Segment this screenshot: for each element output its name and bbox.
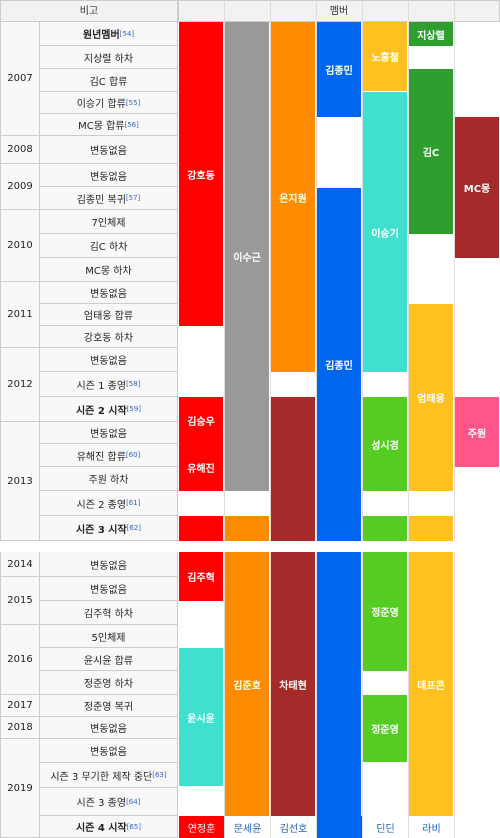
member-bar: 이승기 — [363, 92, 407, 372]
event-cell: 변동없음 — [40, 577, 178, 601]
member-bar: 성시경 — [363, 397, 407, 491]
event-cell: 변동없음 — [40, 348, 178, 372]
event-cell: 시즌 4 시작 [65] — [40, 816, 178, 838]
member-bar — [409, 516, 453, 541]
member-name-link[interactable] — [317, 816, 363, 838]
year-cell: 2017 — [0, 695, 40, 717]
event-cell: 변동없음 — [40, 422, 178, 444]
year-cell: 2014 — [0, 552, 40, 577]
event-cell: 김주혁 하차 — [40, 601, 178, 625]
reference-link[interactable]: [61] — [126, 499, 141, 507]
member-bar — [363, 516, 407, 541]
member-bar: MC몽 — [455, 117, 499, 258]
year-cell: 2012 — [0, 348, 40, 422]
event-cell: 시즌 3 시작 [62] — [40, 516, 178, 541]
member-bar: 김승우 — [179, 397, 223, 444]
event-cell: 변동없음 — [40, 717, 178, 739]
member-bar — [179, 516, 223, 541]
event-cell: 김C 합류 — [40, 69, 178, 92]
event-cell: 변동없음 — [40, 136, 178, 164]
member-bar: 엄태웅 — [409, 304, 453, 491]
header-notes: 비고 — [0, 0, 178, 22]
reference-link[interactable]: [56] — [124, 120, 139, 129]
reference-link[interactable]: [62] — [126, 524, 142, 532]
member-bar — [271, 397, 315, 541]
member-bar: 정준영 — [363, 695, 407, 762]
event-cell: MC몽 하차 — [40, 258, 178, 282]
member-bar: 유해진 — [179, 444, 223, 491]
event-cell: 이승기 합류 [55] — [40, 92, 178, 114]
event-cell: 변동없음 — [40, 739, 178, 763]
member-bar: 강호동 — [179, 22, 223, 326]
event-cell: 김C 하차 — [40, 234, 178, 258]
year-cell: 2019 — [0, 739, 40, 838]
event-cell: MC몽 합류 [56] — [40, 114, 178, 136]
year-cell: 2016 — [0, 625, 40, 695]
event-cell: 정준영 복귀 — [40, 695, 178, 717]
year-cell: 2011 — [0, 282, 40, 348]
header-members: 멤버 — [178, 0, 500, 22]
year-cell: 2007 — [0, 22, 40, 136]
event-cell: 윤시윤 합류 — [40, 648, 178, 671]
event-cell: 변동없음 — [40, 164, 178, 187]
member-bar: 김종민 — [317, 22, 361, 117]
reference-link[interactable]: [58] — [126, 380, 141, 388]
member-name-link[interactable]: 딘딘 — [363, 816, 409, 838]
reference-link[interactable]: [55] — [125, 98, 141, 107]
year-cell: 2018 — [0, 717, 40, 739]
section-gap — [0, 541, 500, 552]
member-name-link[interactable]: 김선호 — [271, 816, 317, 838]
event-cell: 시즌 2 시작 [59] — [40, 397, 178, 422]
member-name-link[interactable]: 연정훈 — [179, 816, 225, 838]
reference-link[interactable]: [65] — [126, 822, 142, 831]
year-cell: 2008 — [0, 136, 40, 164]
member-bar: 주원 — [455, 397, 499, 467]
reference-link[interactable]: [60] — [125, 451, 141, 459]
member-bar: 김C — [409, 69, 453, 234]
event-cell: 시즌 3 종영 [64] — [40, 788, 178, 816]
event-cell: 강호동 하차 — [40, 326, 178, 348]
reference-link[interactable]: [57] — [125, 194, 141, 202]
event-cell: 5인체제 — [40, 625, 178, 648]
member-bar: 이수근 — [225, 22, 269, 491]
member-bar: 데프콘 — [409, 552, 453, 816]
member-bar: 정준영 — [363, 552, 407, 671]
event-cell: 지상렬 하차 — [40, 46, 178, 69]
event-cell: 주원 하차 — [40, 467, 178, 491]
member-bar: 노홍철 — [363, 22, 407, 91]
event-cell: 7인체제 — [40, 210, 178, 234]
member-bar: 김준호 — [225, 552, 269, 816]
member-name-link[interactable]: 문세윤 — [225, 816, 271, 838]
member-bar: 윤시윤 — [179, 648, 223, 786]
member-bar — [225, 516, 269, 541]
event-cell: 김종민 복귀 [57] — [40, 187, 178, 210]
member-bar: 김주혁 — [179, 552, 223, 601]
member-bar: 김종민 — [317, 188, 361, 541]
member-bar: 은지원 — [271, 22, 315, 372]
year-cell: 2009 — [0, 164, 40, 210]
reference-link[interactable]: [54] — [119, 29, 135, 38]
reference-link[interactable]: [59] — [126, 405, 142, 413]
event-cell: 정준영 하차 — [40, 671, 178, 695]
event-cell: 변동없음 — [40, 282, 178, 304]
event-cell: 시즌 2 종영 [61] — [40, 491, 178, 516]
member-bar: 지상렬 — [409, 22, 453, 46]
reference-link[interactable]: [64] — [126, 797, 141, 806]
member-bar: 차태현 — [271, 552, 315, 816]
year-cell: 2010 — [0, 210, 40, 282]
member-name-link[interactable]: 라비 — [409, 816, 455, 838]
reference-link[interactable]: [63] — [152, 771, 167, 779]
year-cell: 2015 — [0, 577, 40, 625]
event-cell: 시즌 1 종영 [58] — [40, 372, 178, 397]
event-cell: 변동없음 — [40, 552, 178, 577]
event-cell: 시즌 3 무기한 제작 중단 [63] — [40, 763, 178, 788]
year-cell: 2013 — [0, 422, 40, 541]
event-cell: 원년멤버 [54] — [40, 22, 178, 46]
event-cell: 유해진 합류 [60] — [40, 444, 178, 467]
event-cell: 엄태웅 합류 — [40, 304, 178, 326]
member-bar — [317, 552, 361, 838]
